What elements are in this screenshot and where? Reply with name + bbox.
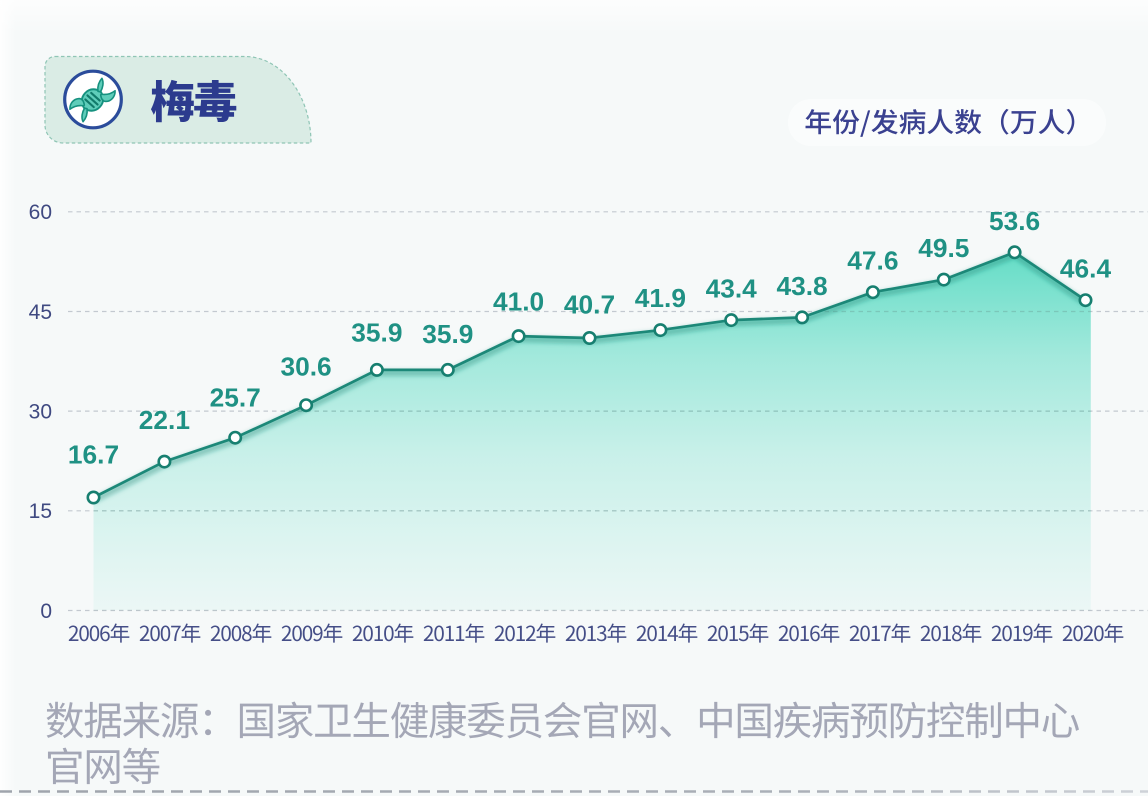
svg-text:43.4: 43.4: [706, 274, 758, 304]
svg-text:35.9: 35.9: [351, 318, 402, 348]
svg-text:41.0: 41.0: [493, 286, 544, 316]
svg-text:16.7: 16.7: [68, 440, 119, 470]
svg-text:25.7: 25.7: [210, 383, 261, 413]
svg-text:15: 15: [29, 500, 52, 523]
svg-text:40.7: 40.7: [564, 290, 615, 320]
svg-text:45: 45: [29, 301, 52, 324]
svg-text:35.9: 35.9: [422, 319, 473, 349]
svg-text:43.8: 43.8: [777, 271, 828, 301]
svg-text:47.6: 47.6: [847, 246, 898, 276]
svg-text:53.6: 53.6: [989, 206, 1040, 236]
svg-text:60: 60: [29, 201, 52, 224]
svg-text:30.6: 30.6: [281, 351, 332, 381]
svg-text:0: 0: [40, 600, 52, 623]
svg-text:22.1: 22.1: [139, 405, 190, 435]
svg-text:30: 30: [29, 400, 52, 423]
svg-text:41.9: 41.9: [635, 283, 686, 313]
svg-text:46.4: 46.4: [1060, 254, 1112, 284]
svg-text:49.5: 49.5: [918, 233, 969, 263]
